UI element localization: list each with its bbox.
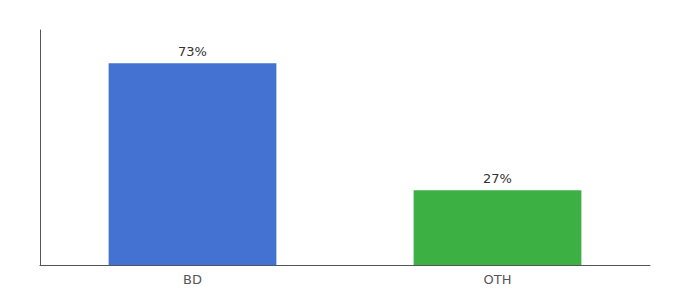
svg-text:73%: 73%	[178, 44, 207, 59]
svg-text:27%: 27%	[483, 171, 512, 186]
svg-text:BD: BD	[183, 272, 202, 287]
svg-text:OTH: OTH	[484, 272, 512, 287]
